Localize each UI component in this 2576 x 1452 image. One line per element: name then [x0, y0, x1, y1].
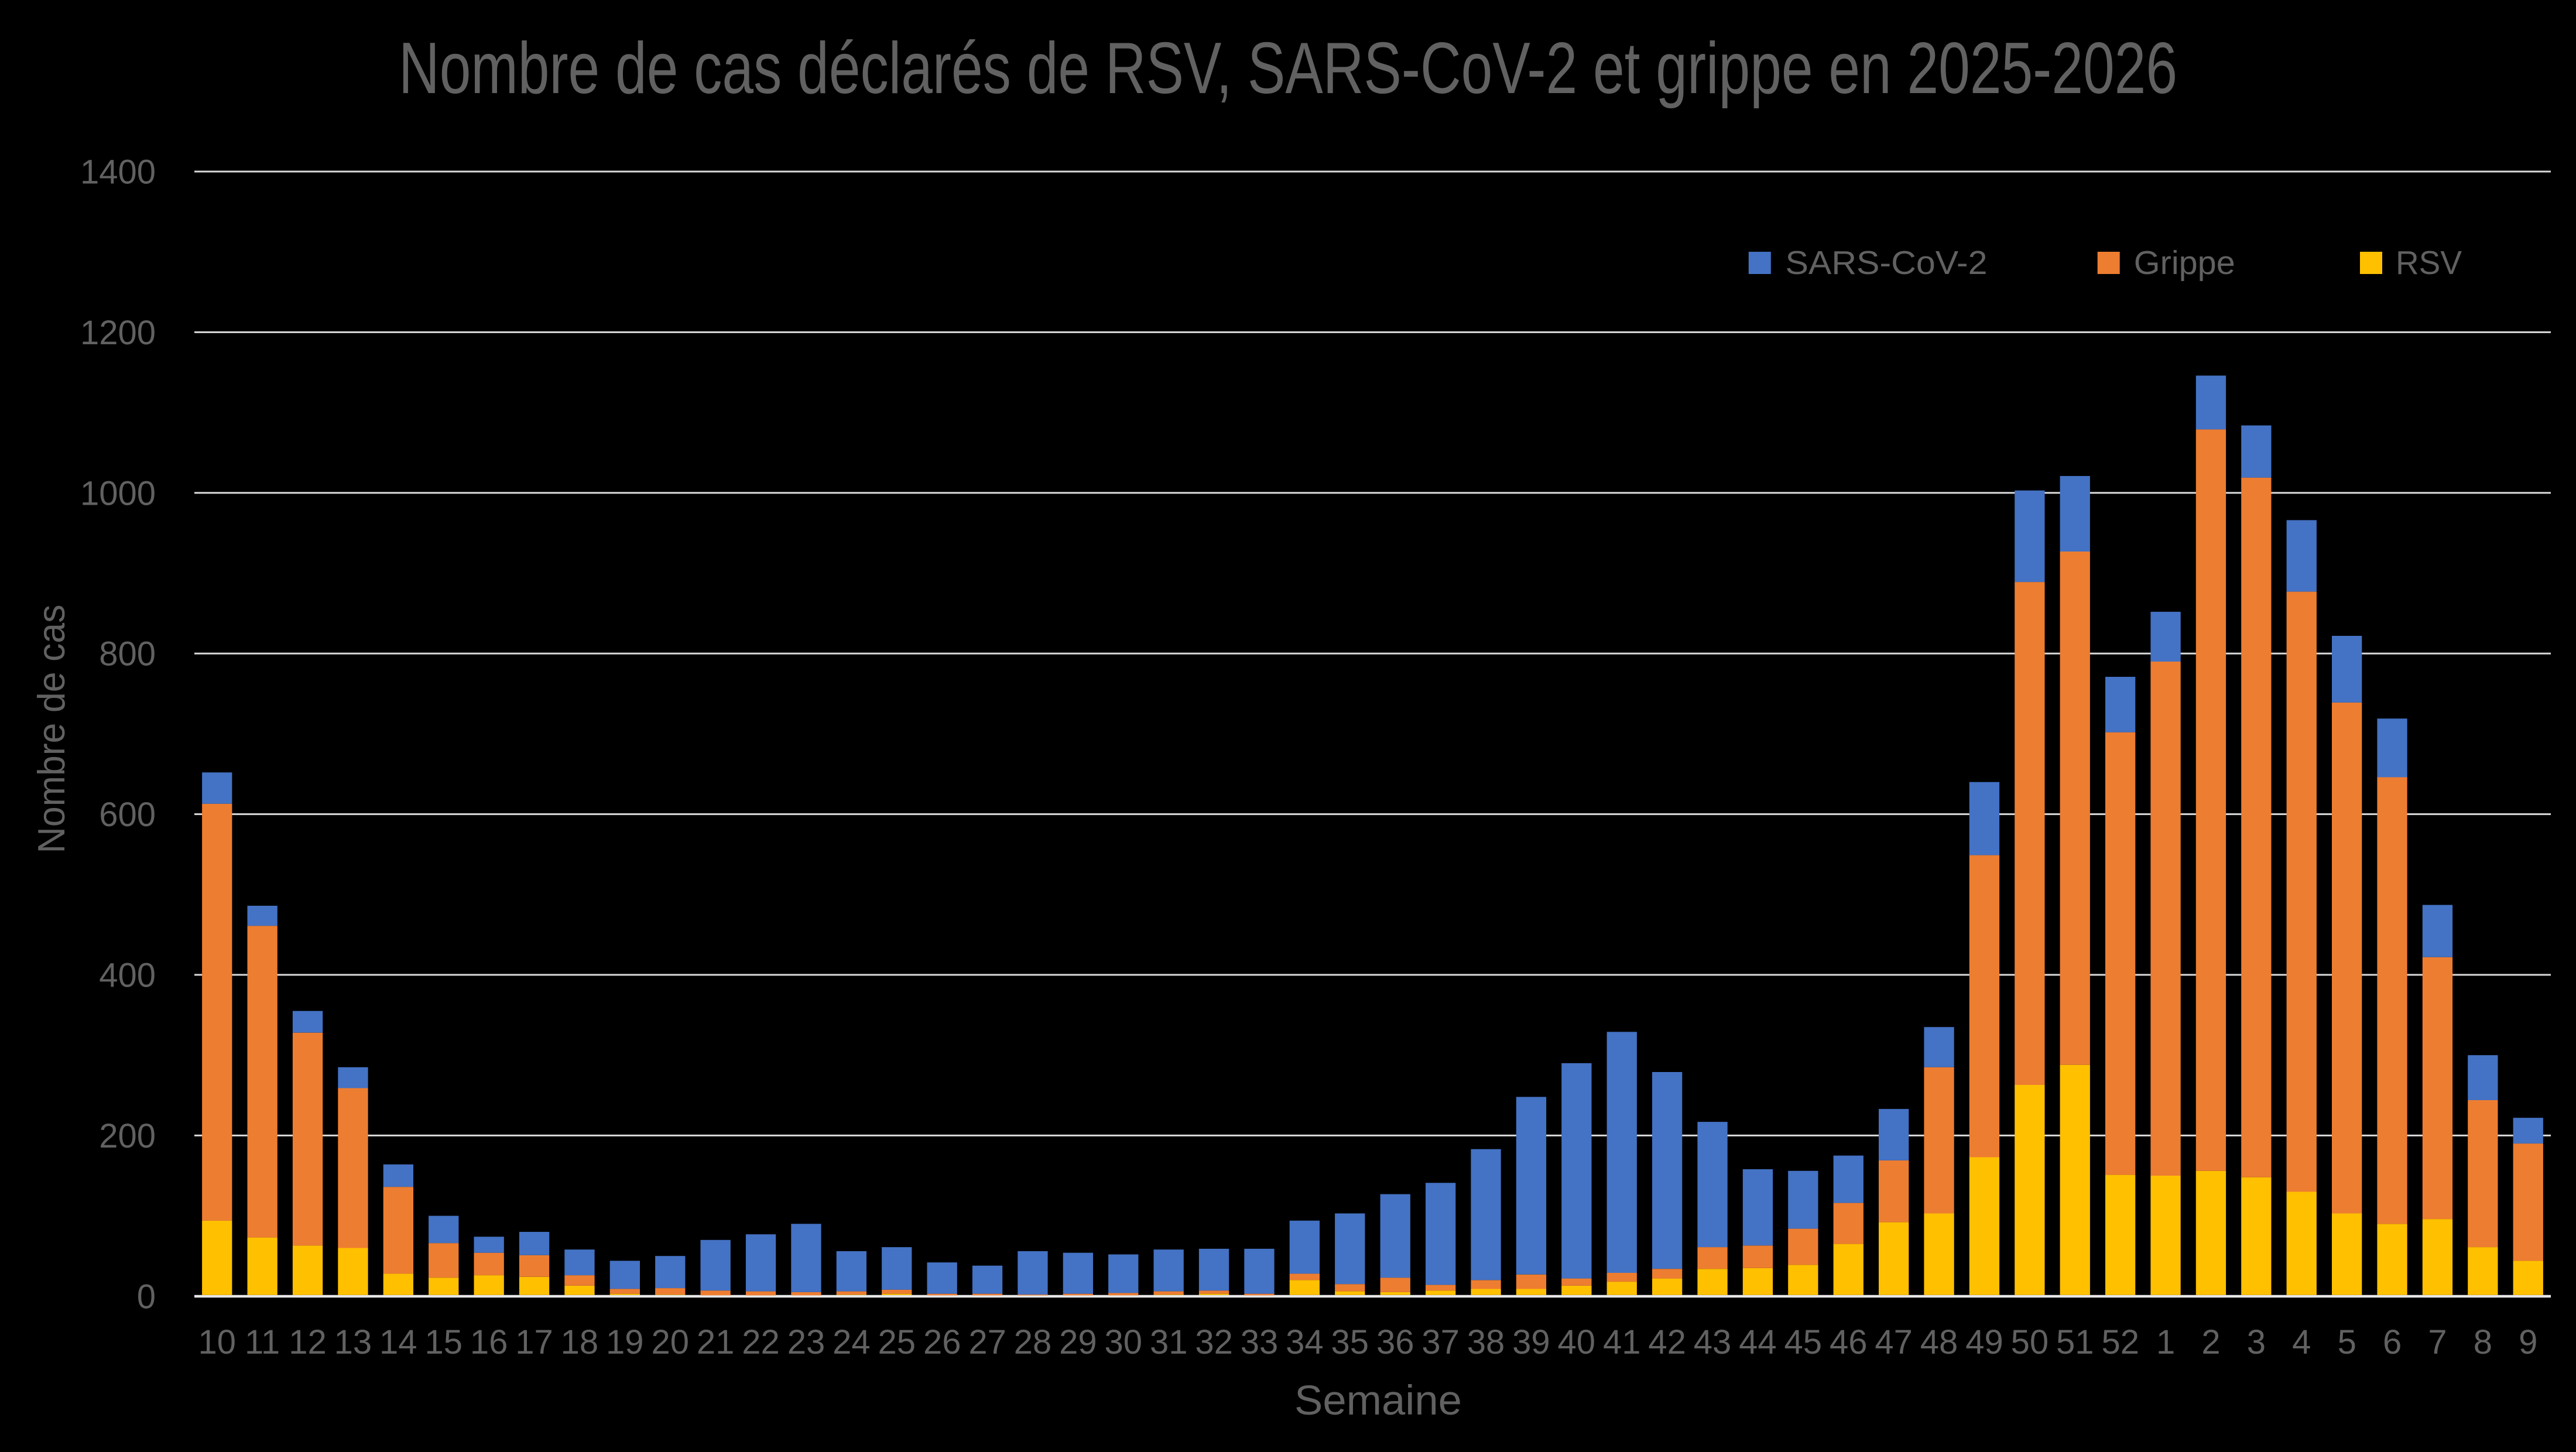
- svg-text:24: 24: [833, 1323, 871, 1361]
- svg-text:6: 6: [2383, 1323, 2402, 1361]
- svg-text:1: 1: [2156, 1323, 2175, 1361]
- svg-text:50: 50: [2011, 1323, 2049, 1361]
- svg-text:2: 2: [2201, 1323, 2220, 1361]
- svg-text:43: 43: [1694, 1323, 1732, 1361]
- svg-text:7: 7: [2428, 1323, 2447, 1361]
- svg-text:44: 44: [1739, 1323, 1777, 1361]
- svg-text:10: 10: [198, 1323, 236, 1361]
- svg-text:35: 35: [1331, 1323, 1369, 1361]
- svg-text:Semaine: Semaine: [1294, 1378, 1462, 1424]
- svg-text:600: 600: [99, 796, 156, 834]
- svg-text:32: 32: [1195, 1323, 1233, 1361]
- svg-text:25: 25: [878, 1323, 916, 1361]
- svg-text:8: 8: [2474, 1323, 2492, 1361]
- svg-text:Nombre de cas: Nombre de cas: [30, 605, 73, 854]
- svg-text:31: 31: [1150, 1323, 1188, 1361]
- svg-text:18: 18: [561, 1323, 599, 1361]
- svg-text:16: 16: [470, 1323, 508, 1361]
- svg-text:30: 30: [1105, 1323, 1143, 1361]
- svg-text:1000: 1000: [80, 474, 156, 512]
- svg-text:47: 47: [1875, 1323, 1913, 1361]
- svg-text:400: 400: [99, 957, 156, 995]
- svg-text:26: 26: [923, 1323, 961, 1361]
- svg-text:23: 23: [787, 1323, 825, 1361]
- svg-text:42: 42: [1648, 1323, 1686, 1361]
- svg-text:29: 29: [1059, 1323, 1097, 1361]
- svg-text:22: 22: [742, 1323, 780, 1361]
- svg-text:37: 37: [1421, 1323, 1460, 1361]
- svg-text:49: 49: [1965, 1323, 2003, 1361]
- svg-text:40: 40: [1558, 1323, 1596, 1361]
- svg-text:Grippe: Grippe: [2134, 244, 2235, 282]
- svg-text:48: 48: [1920, 1323, 1958, 1361]
- svg-text:21: 21: [697, 1323, 735, 1361]
- svg-text:38: 38: [1467, 1323, 1505, 1361]
- svg-text:51: 51: [2056, 1323, 2094, 1361]
- svg-text:41: 41: [1603, 1323, 1641, 1361]
- svg-text:45: 45: [1784, 1323, 1823, 1361]
- svg-text:12: 12: [289, 1323, 327, 1361]
- svg-text:20: 20: [651, 1323, 689, 1361]
- svg-text:RSV: RSV: [2396, 244, 2462, 282]
- svg-text:SARS-CoV-2: SARS-CoV-2: [1786, 244, 1988, 282]
- svg-text:46: 46: [1830, 1323, 1868, 1361]
- svg-text:3: 3: [2247, 1323, 2266, 1361]
- svg-text:27: 27: [968, 1323, 1006, 1361]
- svg-text:11: 11: [245, 1323, 280, 1361]
- svg-text:19: 19: [606, 1323, 644, 1361]
- svg-text:39: 39: [1512, 1323, 1550, 1361]
- svg-text:0: 0: [137, 1278, 156, 1316]
- svg-text:33: 33: [1241, 1323, 1279, 1361]
- svg-text:1200: 1200: [80, 314, 156, 352]
- svg-text:52: 52: [2101, 1323, 2139, 1361]
- svg-text:28: 28: [1014, 1323, 1052, 1361]
- svg-text:1400: 1400: [80, 153, 156, 191]
- svg-text:34: 34: [1286, 1323, 1324, 1361]
- svg-text:36: 36: [1376, 1323, 1414, 1361]
- svg-text:800: 800: [99, 635, 156, 673]
- svg-text:200: 200: [99, 1117, 156, 1155]
- svg-text:9: 9: [2519, 1323, 2537, 1361]
- svg-text:15: 15: [424, 1323, 463, 1361]
- svg-text:4: 4: [2292, 1323, 2311, 1361]
- svg-text:13: 13: [334, 1323, 372, 1361]
- svg-text:14: 14: [379, 1323, 417, 1361]
- svg-text:17: 17: [515, 1323, 553, 1361]
- svg-text:5: 5: [2338, 1323, 2356, 1361]
- svg-text:Nombre de cas déclarés de RSV,: Nombre de cas déclarés de RSV, SARS-CoV-…: [399, 28, 2177, 109]
